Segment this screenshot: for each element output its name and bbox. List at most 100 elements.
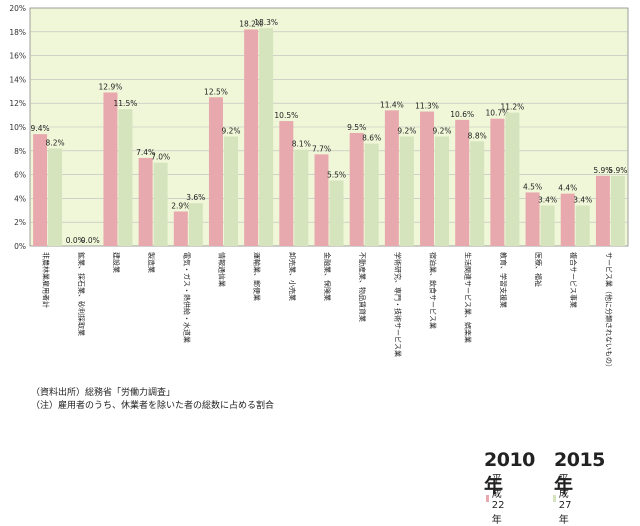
x-tick-label: 生活関連サービス業、娯楽業 [464, 252, 473, 343]
data-label: 12.5% [204, 87, 228, 96]
legend-swatch-2010 [486, 494, 489, 502]
bar [208, 97, 223, 246]
data-label: 5.9% [608, 166, 627, 175]
data-label: 7.0% [151, 153, 170, 162]
data-label: 11.5% [114, 99, 138, 108]
y-tick-label: 0% [14, 242, 26, 251]
data-label: 10.7% [485, 109, 509, 118]
legend-label-2010: 平成22年 [491, 474, 505, 526]
bar [329, 180, 344, 246]
x-tick-label: 製造業 [147, 252, 156, 273]
bar [575, 205, 590, 246]
data-label: 2.9% [171, 201, 190, 210]
y-tick-label: 2% [14, 218, 26, 227]
y-tick-label: 12% [9, 99, 26, 108]
x-tick-label: 学術研究、専門・技術サービス業 [393, 252, 402, 357]
y-tick-label: 16% [9, 52, 26, 61]
x-tick-label: 教育、学習支援業 [499, 252, 508, 308]
bar [505, 112, 520, 246]
data-label: 9.5% [347, 123, 366, 132]
data-label: 9.2% [221, 127, 240, 136]
data-label: 8.8% [468, 131, 487, 140]
data-label: 9.4% [31, 124, 50, 133]
data-label: 4.5% [523, 182, 542, 191]
bar [399, 136, 414, 246]
x-tick-label: 電気・ガス・熱供給・水道業 [182, 252, 191, 343]
data-label: 5.5% [327, 171, 346, 180]
bar [540, 205, 555, 246]
data-label: 8.6% [362, 134, 381, 143]
data-label: 4.4% [558, 184, 577, 193]
legend-label-2015: 平成27年 [558, 474, 572, 526]
y-tick-label: 14% [9, 75, 26, 84]
x-tick-label: 運輸業、郵便業 [253, 252, 262, 301]
y-tick-label: 8% [14, 147, 26, 156]
data-label: 5.9% [593, 166, 612, 175]
data-label: 10.5% [274, 111, 298, 120]
bar [490, 118, 505, 246]
footnote: （注）雇用者のうち、休業者を除いた者の総数に占める割合 [31, 401, 275, 411]
y-tick-label: 6% [14, 171, 26, 180]
data-label: 0.0% [81, 236, 100, 245]
bar-chart: 0% 2% 4% 6% 8% 10% 12% 14% 16% 18% 20% 9.4% 8.2% 非農林業… [9, 4, 629, 371]
bar [103, 92, 118, 247]
bar [188, 203, 203, 246]
data-label: 7.7% [312, 144, 331, 153]
bar [153, 162, 168, 246]
source-note: （資料出所）総務省「労働力調査」 [31, 388, 176, 398]
data-label: 8.2% [46, 138, 65, 147]
bar [138, 157, 153, 246]
data-label: 12.9% [99, 82, 123, 91]
bar [384, 110, 399, 246]
data-label: 18.2% [239, 19, 263, 28]
bar [560, 193, 575, 246]
bar [173, 211, 188, 246]
data-label: 0.0% [66, 236, 85, 245]
bar [279, 121, 294, 246]
bar [33, 134, 48, 246]
x-tick-label: 宿泊業、飲食サービス業 [429, 252, 438, 329]
data-label: 9.2% [397, 127, 416, 136]
chart: 0% 2% 4% 6% 8% 10% 12% 14% 16% 18% 20% 9.4% 8.2% 非農林業… [9, 4, 629, 526]
bar [244, 29, 259, 247]
data-label: 8.1% [292, 140, 311, 149]
legend-entry-2015: 平成27年 [553, 470, 576, 526]
y-tick-label: 20% [9, 4, 26, 13]
y-tick-label: 18% [9, 28, 26, 37]
bar [349, 132, 364, 246]
x-tick-label: 不動産業、物品賃貸業 [358, 252, 367, 322]
legend-entry-2010: 平成22年 [486, 470, 509, 526]
x-tick-label: 建設業 [112, 252, 121, 273]
data-label: 3.4% [573, 196, 592, 205]
chart-notes: （資料出所）総務省「労働力調査」 （注）雇用者のうち、休業者を除いた者の総数に占… [31, 387, 274, 413]
data-label: 9.2% [432, 127, 451, 136]
data-label: 11.2% [500, 103, 524, 112]
bar [455, 119, 470, 246]
x-tick-label: 卸売業、小売業 [288, 252, 297, 301]
bar [294, 149, 309, 246]
bar [118, 109, 133, 247]
bar [223, 136, 238, 246]
bar [610, 175, 625, 246]
bar [595, 175, 610, 246]
bar [314, 154, 329, 246]
data-label: 18.3% [254, 18, 278, 27]
bar [470, 141, 485, 246]
x-tick-label: 複合サービス事業 [569, 252, 578, 308]
x-tick-label: サービス業（他に分類されないもの） [604, 252, 613, 371]
x-tick-label: 医療、福祉 [534, 252, 543, 287]
x-tick-label: 情報通信業 [217, 252, 226, 287]
data-label: 11.3% [415, 102, 439, 111]
bar [525, 192, 540, 246]
bar [259, 28, 274, 247]
y-tick-label: 10% [9, 123, 26, 132]
x-tick-label: 鉱業、採石業、砂利採取業 [77, 252, 86, 336]
bar [435, 136, 450, 246]
data-label: 11.4% [380, 100, 404, 109]
y-tick-label: 4% [14, 194, 26, 203]
bar [48, 148, 63, 246]
x-tick-label: 非農林業雇用者計 [42, 252, 51, 308]
bar [364, 143, 379, 246]
x-tick-label: 金融業、保険業 [323, 252, 332, 301]
data-label: 3.6% [186, 193, 205, 202]
